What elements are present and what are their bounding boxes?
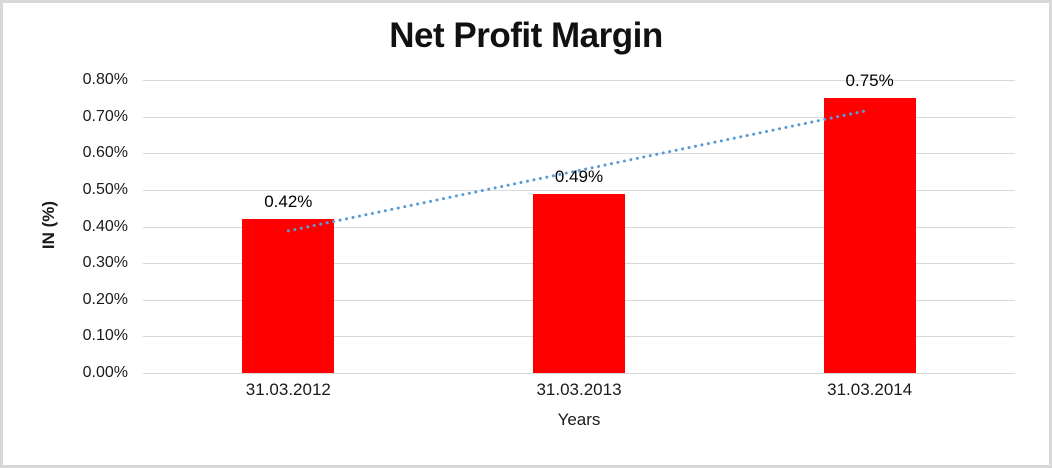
y-tick-label: 0.50%	[82, 180, 128, 198]
y-tick-label: 0.60%	[82, 144, 128, 162]
y-tick-label: 0.20%	[82, 290, 128, 308]
bar-data-label: 0.49%	[554, 166, 604, 186]
bar-data-label: 0.42%	[264, 192, 313, 212]
gridline	[143, 373, 1015, 374]
y-tick-label: 0.10%	[82, 327, 128, 345]
bar	[242, 219, 335, 373]
gridline	[143, 80, 1015, 81]
x-tick-label: 31.03.2012	[245, 380, 331, 399]
x-tick-label: 31.03.2013	[536, 380, 622, 399]
y-tick-label: 0.30%	[82, 254, 128, 272]
x-axis-title: Years	[557, 410, 601, 429]
y-tick-label: 0.80%	[82, 71, 128, 88]
y-tick-label: 0.40%	[82, 217, 128, 235]
chart-title: Net Profit Margin	[389, 16, 663, 55]
bar	[823, 98, 916, 373]
y-tick-label: 0.70%	[82, 107, 128, 125]
bar	[533, 193, 625, 373]
y-tick-label: 0.00%	[82, 364, 128, 381]
x-tick-label: 31.03.2014	[827, 380, 913, 399]
bar-data-label: 0.75%	[845, 71, 894, 91]
